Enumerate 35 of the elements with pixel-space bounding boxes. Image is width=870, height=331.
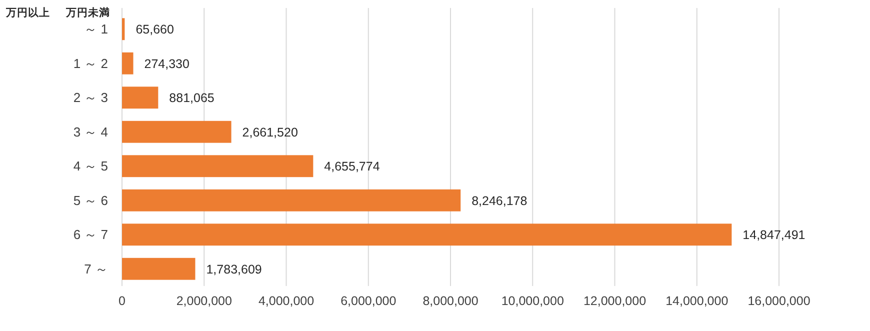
text: 万円未満 [65,6,110,19]
x-tick-label: 6,000,000 [340,294,396,308]
y-tick-label: ～ 1 [84,22,108,37]
bar [122,189,461,212]
y-tick-label: 5 ～ 6 [73,192,108,208]
x-tick-label: 2,000,000 [176,294,232,308]
data-label: 14,847,491 [742,228,806,242]
x-tick-label: 16,000,000 [748,294,810,308]
x-tick-label: 0 [118,294,126,308]
y-tick-label: 3 ～ 4 [73,124,108,140]
data-label: 274,330 [144,56,190,71]
bar [122,258,196,280]
x-tick-label: 8,000,000 [422,294,478,308]
data-label: 4,655,774 [324,160,380,174]
data-label: 1,783,609 [206,262,262,276]
y-tick-label: 1 ～ 2 [73,56,108,71]
y-tick-label: 6 ～ 7 [73,227,108,242]
bar [122,155,314,178]
y-tick-label: 4 ～ 5 [73,158,108,174]
x-tick-label: 12,000,000 [583,294,646,308]
bar [122,86,158,109]
x-tick-label: 10,000,000 [501,294,564,308]
data-label: 2,661,520 [242,125,298,140]
bar [122,18,125,40]
x-tick-label: 14,000,000 [666,294,728,308]
bar [122,120,232,143]
bar [122,52,134,74]
x-tick-label: 4,000,000 [258,294,314,308]
data-label: 65,660 [136,22,174,36]
y-tick-label: 2 ～ 3 [73,90,108,106]
data-label: 8,246,178 [472,194,528,208]
data-label: 881,065 [169,91,214,105]
text: 万円以上 [5,6,50,19]
bar [122,224,732,246]
y-tick-label: 7 ～ [84,261,108,276]
